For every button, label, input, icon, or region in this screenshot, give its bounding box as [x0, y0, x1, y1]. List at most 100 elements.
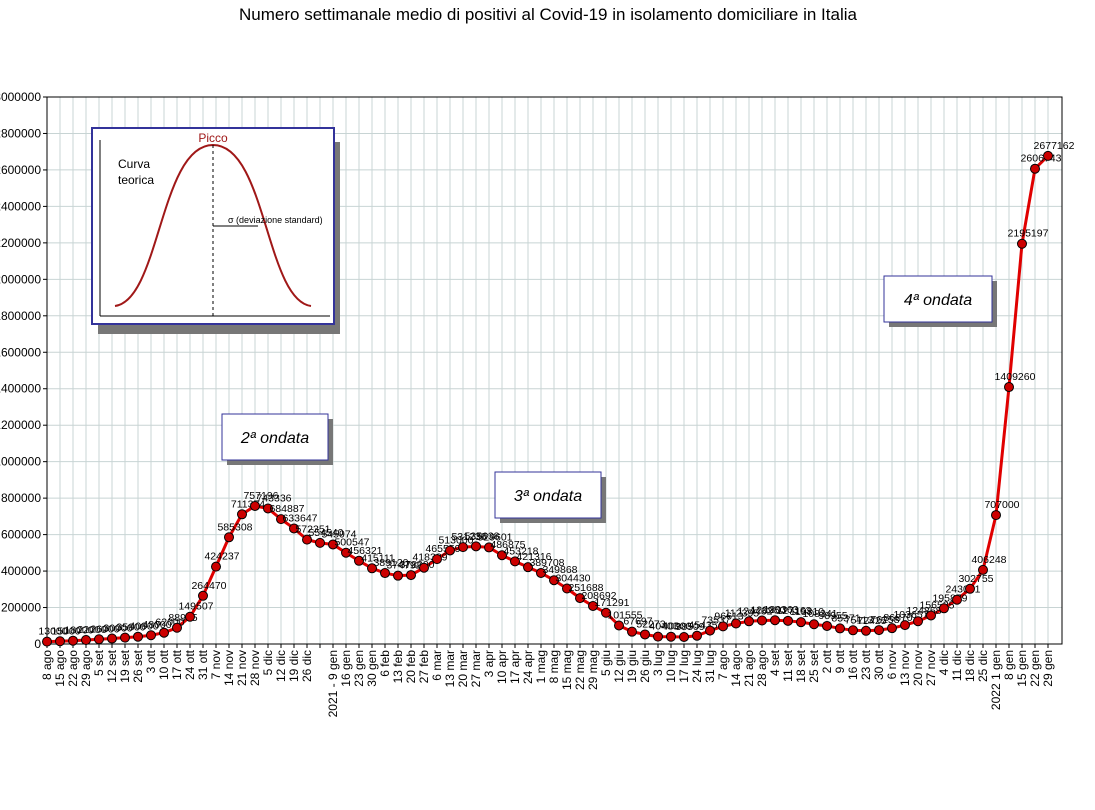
data-point [614, 620, 624, 631]
x-tick-label: 18 dic [963, 650, 977, 682]
x-tick-label: 19 set [118, 649, 132, 682]
data-label: 30000 [103, 623, 132, 635]
x-tick-label: 25 set [807, 649, 821, 682]
data-label: 531236 [451, 531, 486, 543]
x-tick-label: 19 giu [625, 650, 639, 683]
x-tick-label: 5 set [92, 649, 106, 676]
data-point [744, 616, 754, 627]
x-tick-label: 13 mar [443, 650, 457, 687]
data-point [510, 556, 520, 567]
data-point [926, 610, 936, 621]
data-label: 130363 [763, 604, 798, 616]
x-tick-label: 27 mar [469, 650, 483, 687]
data-label: 453218 [503, 545, 538, 557]
y-tick-label: 2400000 [0, 199, 41, 213]
data-label: 38509 [675, 621, 704, 633]
data-label: 572351 [295, 524, 330, 536]
data-point [94, 634, 104, 645]
x-tick-label: 12 set [105, 649, 119, 682]
x-tick-label: 17 ott [170, 649, 184, 680]
data-label: 421316 [516, 551, 551, 563]
data-point [913, 616, 923, 627]
x-tick-label: 22 ago [66, 650, 80, 687]
data-label: 2195197 [1008, 228, 1049, 240]
data-point [679, 631, 689, 642]
data-point [978, 564, 988, 575]
data-point [445, 545, 455, 556]
data-point [991, 510, 1001, 521]
x-tick-label: 8 gen [1002, 650, 1016, 680]
x-tick-label: 20 mar [456, 650, 470, 687]
data-point [198, 590, 208, 601]
data-point [276, 514, 286, 525]
annotation-box [883, 275, 993, 323]
data-point [549, 575, 559, 586]
x-tick-label: 2021 - 9 gen [326, 650, 340, 717]
data-label: 743336 [256, 492, 291, 504]
x-tick-label: 30 ott [872, 649, 886, 680]
data-point [250, 500, 260, 511]
data-point [835, 623, 845, 634]
x-tick-label: 20 feb [404, 650, 418, 684]
y-tick-label: 3000000 [0, 90, 41, 104]
data-point [380, 568, 390, 579]
data-point [315, 537, 325, 548]
data-point [172, 622, 182, 633]
data-label: 40000 [662, 621, 691, 633]
y-tick-label: 1600000 [0, 345, 41, 359]
x-tick-label: 6 nov [885, 650, 899, 679]
x-tick-label: 8 mag [547, 650, 561, 683]
y-tick-label: 2800000 [0, 126, 41, 140]
y-tick-label: 200000 [1, 601, 41, 615]
x-tick-label: 27 feb [417, 650, 431, 684]
data-label: 389120 [373, 557, 408, 569]
data-label: 127163 [776, 605, 811, 617]
x-tick-label: 3 ott [144, 649, 158, 673]
data-point [328, 539, 338, 550]
data-point [406, 570, 416, 581]
x-tick-label: 31 ott [196, 649, 210, 680]
data-label: 684887 [269, 503, 304, 515]
data-label: 389708 [529, 557, 564, 569]
data-label: 406248 [971, 554, 1006, 566]
data-point [822, 620, 832, 631]
annotation: 3ª ondata [514, 488, 582, 505]
x-tick-label: 29 mag [586, 650, 600, 690]
data-point [302, 534, 312, 545]
data-label: 500547 [334, 537, 369, 549]
data-point [536, 567, 546, 578]
data-point [1017, 238, 1027, 249]
x-tick-label: 12 giu [612, 650, 626, 683]
data-point [718, 621, 728, 632]
y-tick-label: 0 [34, 637, 41, 651]
data-point [471, 541, 481, 552]
y-tick-label: 800000 [1, 491, 41, 505]
annotation: 2ª ondata [240, 430, 309, 447]
data-point [354, 555, 364, 566]
data-label: 149507 [178, 601, 213, 613]
x-tick-label: 29 ago [79, 650, 93, 687]
data-point [666, 631, 676, 642]
x-tick-label: 14 ago [729, 650, 743, 687]
x-tick-label: 24 lug [690, 650, 704, 683]
x-tick-label: 22 mag [573, 650, 587, 690]
data-label: 101555 [607, 609, 642, 621]
data-point [939, 603, 949, 614]
x-tick-label: 7 nov [209, 650, 223, 679]
data-point [237, 509, 247, 520]
data-label: 304430 [555, 572, 590, 584]
x-tick-label: 10 lug [664, 650, 678, 683]
x-tick-label: 16 ott [846, 649, 860, 680]
data-point [393, 570, 403, 581]
x-tick-label: 17 lug [677, 650, 691, 683]
inset-curve-label: Curva [118, 157, 150, 171]
data-label: 98955 [818, 610, 847, 622]
y-tick-label: 2200000 [0, 236, 41, 250]
data-point [796, 617, 806, 628]
data-point [484, 542, 494, 553]
data-point [68, 635, 78, 646]
data-point [458, 542, 468, 553]
data-point [146, 630, 156, 641]
data-point [861, 625, 871, 636]
inset-curve-label: teorica [118, 173, 154, 187]
